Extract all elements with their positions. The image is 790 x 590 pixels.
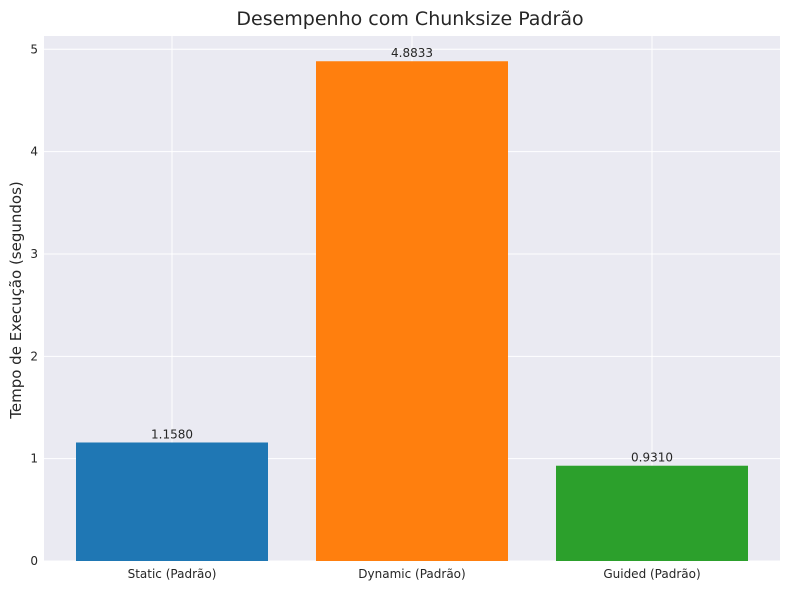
y-tick-label: 3 xyxy=(30,247,38,261)
x-tick-labels: Static (Padrão) Dynamic (Padrão) Guided (P… xyxy=(128,567,701,581)
bar xyxy=(76,442,268,561)
bar xyxy=(556,465,748,561)
x-tick-label: Guided (Padrão) xyxy=(603,567,700,581)
bar xyxy=(316,61,508,562)
y-axis-label: Tempo de Execução (segundos) xyxy=(7,181,25,420)
x-tick-label: Static (Padrão) xyxy=(128,567,217,581)
bar-value-label: 0.9310 xyxy=(631,451,673,465)
bars xyxy=(76,61,748,562)
y-tick-label: 4 xyxy=(30,145,38,159)
y-tick-label: 5 xyxy=(30,42,38,56)
y-tick-label: 2 xyxy=(30,349,38,363)
y-tick-label: 1 xyxy=(30,452,38,466)
bar-value-label: 1.1580 xyxy=(151,427,193,441)
data-labels: 1.1580 4.8833 0.9310 xyxy=(151,46,673,464)
bar-value-label: 4.8833 xyxy=(391,46,433,60)
chart-title: Desempenho com Chunksize Padrão xyxy=(236,8,583,30)
y-tick-labels: 0 1 2 3 4 5 xyxy=(30,42,38,568)
y-tick-label: 0 xyxy=(30,554,38,568)
x-tick-label: Dynamic (Padrão) xyxy=(358,567,465,581)
